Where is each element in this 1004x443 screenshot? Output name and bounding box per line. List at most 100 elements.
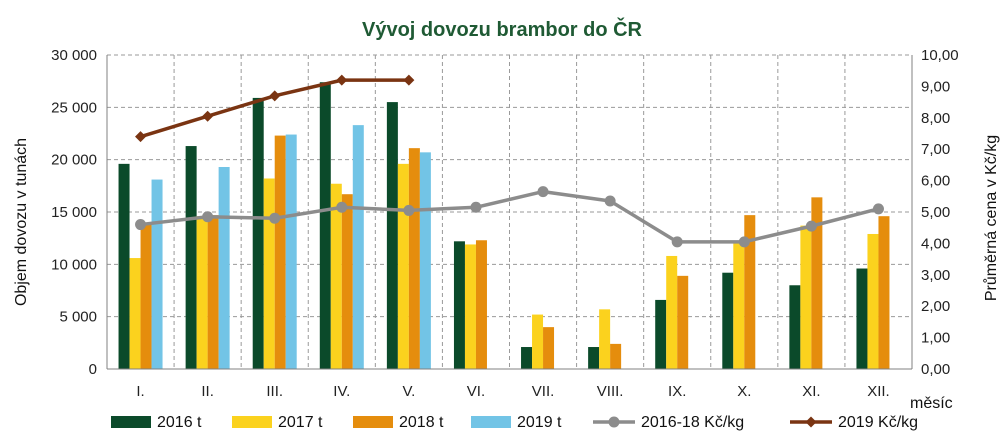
bar [408, 148, 420, 369]
legend-swatch [353, 416, 393, 428]
x-tick-label: V. [402, 383, 415, 400]
bar [789, 285, 801, 369]
line-point [470, 201, 482, 213]
bar [464, 244, 476, 369]
line-point [738, 236, 750, 248]
x-tick-label: VI. [467, 383, 485, 400]
line-point [537, 186, 549, 198]
series-line [140, 78, 409, 139]
y2-tick-label: 0,00 [921, 361, 950, 378]
bar [151, 179, 163, 369]
x-tick-label: VII. [532, 383, 555, 400]
legend-swatch [111, 416, 151, 428]
y-tick-label: 20 000 [51, 152, 97, 169]
bar [196, 216, 208, 369]
bar [475, 240, 487, 369]
y2-tick-label: 5,00 [921, 204, 950, 221]
y-axis-title: Objem dovozu v tunách [13, 138, 30, 306]
bar [218, 166, 230, 369]
legend-label: 2016-18 Kč/kg [641, 414, 744, 431]
line-point [135, 219, 147, 231]
legend: 2016 t 2017 t 2018 t 2019 t 2016-18 Kč/kg 201… [111, 414, 918, 431]
bar [341, 194, 353, 369]
bar [129, 258, 141, 369]
bar [185, 146, 197, 369]
line-group [135, 74, 884, 248]
y-tick-label: 10 000 [51, 256, 97, 273]
legend-marker [608, 416, 620, 428]
legend-label: 2019 Kč/kg [838, 414, 918, 431]
axes: 0 5 000 10 000 15 000 20 000 25 000 30 000 0,00… [51, 47, 958, 400]
y-tick-label: 15 000 [51, 204, 97, 221]
x-tick-label: X. [737, 383, 751, 400]
line-point [805, 220, 817, 232]
bar [744, 215, 756, 369]
y2-axis-title: Průměrná cena v Kč/kg [982, 135, 1000, 301]
bar [285, 134, 297, 369]
bar [599, 309, 611, 369]
bar [811, 197, 823, 369]
y2-tick-label: 4,00 [921, 235, 950, 252]
bar [419, 152, 431, 369]
bar [666, 255, 678, 369]
bar [263, 178, 275, 369]
bar [118, 163, 130, 369]
bar [588, 347, 600, 369]
bar [386, 102, 398, 369]
y2-tick-label: 9,00 [921, 78, 950, 95]
line-point [202, 110, 214, 122]
line-point [336, 74, 348, 86]
bar [543, 327, 555, 369]
y-tick-label: 5 000 [59, 309, 97, 326]
bar [252, 97, 264, 369]
legend-swatch [471, 416, 511, 428]
x-tick-label: III. [266, 383, 283, 400]
legend-label: 2016 t [157, 414, 202, 431]
y2-tick-label: 3,00 [921, 267, 950, 284]
bar [677, 275, 689, 369]
x-tick-label: XI. [802, 383, 820, 400]
line-point [604, 195, 616, 207]
series-line [140, 189, 879, 244]
bar [532, 314, 544, 369]
bar [140, 224, 152, 369]
legend-label: 2017 t [278, 414, 323, 431]
line-point [403, 204, 415, 216]
bar [610, 343, 622, 369]
bar [800, 225, 812, 369]
line-point [269, 90, 281, 102]
legend-swatch [232, 416, 272, 428]
bar [867, 233, 879, 369]
bar [722, 272, 734, 369]
bar [733, 242, 745, 369]
x-tick-label: IX. [668, 383, 686, 400]
line-point [872, 203, 884, 215]
y2-tick-label: 8,00 [921, 110, 950, 127]
bar [207, 215, 219, 369]
line-point [135, 131, 147, 143]
bar [856, 268, 868, 369]
bar [330, 183, 342, 369]
y-tick-label: 30 000 [51, 47, 97, 64]
y2-tick-label: 6,00 [921, 173, 950, 190]
y2-tick-label: 10,00 [921, 47, 959, 64]
line-point [671, 236, 683, 248]
y2-tick-label: 2,00 [921, 298, 950, 315]
y-tick-label: 0 [89, 361, 97, 378]
bar [319, 82, 331, 370]
bar [352, 125, 364, 369]
y2-tick-label: 1,00 [921, 330, 950, 347]
bar [521, 347, 533, 369]
chart-title: Vývoj dovozu brambor do ČR [362, 17, 643, 41]
bar [655, 299, 667, 369]
bar-group [118, 82, 890, 370]
x-tick-label: II. [201, 383, 214, 400]
bar [878, 216, 890, 369]
x-tick-label: XII. [867, 383, 890, 400]
x-axis-title: měsíc [910, 395, 953, 412]
x-tick-label: I. [136, 383, 144, 400]
y-tick-label: 25 000 [51, 99, 97, 116]
line-point [202, 211, 214, 223]
